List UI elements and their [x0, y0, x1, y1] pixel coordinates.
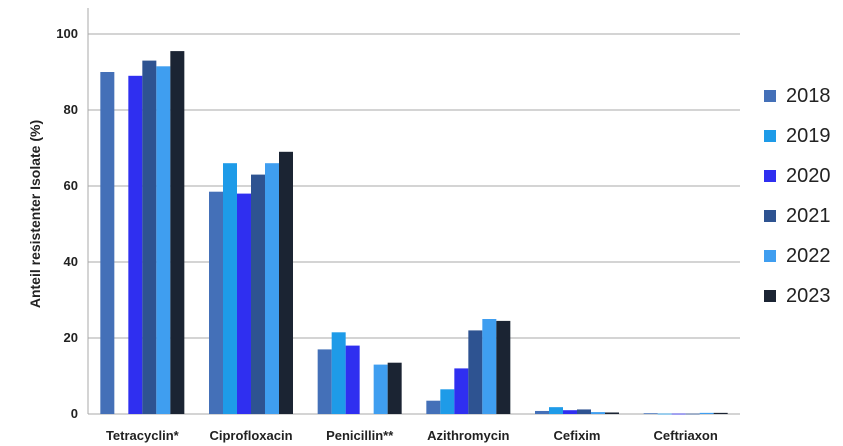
bar-2019-3 — [440, 389, 455, 414]
bar-2019-2 — [331, 332, 346, 414]
bar-2021-1 — [251, 174, 265, 414]
legend-swatch — [764, 290, 776, 302]
bar-2018-2 — [317, 349, 332, 414]
bar-2022-1 — [265, 163, 279, 414]
legend-swatch — [764, 130, 776, 142]
x-category-label: Cefixim — [554, 428, 601, 443]
bar-2018-0 — [100, 72, 115, 414]
y-tick-label: 40 — [64, 254, 78, 269]
y-tick-label: 0 — [71, 406, 78, 421]
bar-2023-1 — [279, 151, 293, 415]
bar-2020-0 — [128, 75, 143, 415]
legend-label: 2018 — [786, 85, 831, 107]
legend-swatch — [764, 90, 776, 102]
bar-2020-1 — [237, 193, 251, 414]
bars — [100, 51, 728, 415]
legend-label: 2021 — [786, 205, 831, 227]
y-tick-label: 60 — [64, 178, 78, 193]
bar-2020-3 — [454, 368, 469, 414]
bar-2022-3 — [482, 319, 497, 414]
y-tick-label: 20 — [64, 330, 78, 345]
legend-label: 2023 — [786, 285, 831, 307]
legend: 2018 2019 2020 2021 2022 2023 — [764, 85, 831, 307]
legend-swatch — [764, 170, 776, 182]
legend-swatch — [764, 210, 776, 222]
bar-2023-0 — [170, 51, 185, 414]
bar-2020-2 — [345, 345, 360, 414]
bar-2019-1 — [223, 163, 237, 414]
x-category-label: Tetracyclin* — [106, 428, 180, 443]
x-category-label: Ciprofloxacin — [209, 428, 292, 443]
x-category-label: Azithromycin — [427, 428, 509, 443]
bar-2022-2 — [373, 364, 388, 414]
bar-2021-3 — [468, 330, 483, 414]
legend-label: 2019 — [786, 125, 831, 147]
x-category-label: Ceftriaxon — [654, 428, 718, 443]
bar-2020-4 — [563, 410, 577, 414]
y-tick-label: 80 — [64, 102, 78, 117]
bar-2021-0 — [142, 60, 157, 414]
bar-2018-5 — [643, 413, 658, 415]
bar-2020-5 — [671, 413, 686, 415]
y-axis-ticks: 0 20 40 60 80 100 — [56, 26, 78, 421]
bar-2021-4 — [577, 409, 591, 414]
legend-label: 2022 — [786, 245, 831, 267]
bar-2022-0 — [156, 66, 171, 415]
x-category-label: Penicillin** — [326, 428, 394, 443]
bar-2022-4 — [591, 412, 605, 414]
bar-2018-3 — [426, 400, 441, 414]
bar-2018-4 — [535, 410, 549, 414]
bar-2019-5 — [657, 413, 672, 415]
x-axis-categories: Tetracyclin* Ciprofloxacin Penicillin** Azi… — [106, 428, 718, 443]
bar-2019-4 — [549, 407, 563, 414]
bar-2023-3 — [496, 320, 511, 414]
bar-2023-5 — [713, 412, 728, 414]
bar-2022-5 — [699, 412, 714, 414]
bar-2018-1 — [209, 191, 223, 414]
legend-swatch — [764, 250, 776, 262]
bar-2023-4 — [605, 412, 619, 414]
bar-2023-2 — [387, 362, 402, 414]
legend-label: 2020 — [786, 165, 831, 187]
y-axis-label: Anteil resistenter Isolate (%) — [27, 120, 43, 308]
y-tick-label: 100 — [56, 26, 78, 41]
bar-2021-5 — [685, 413, 700, 415]
gridlines — [87, 8, 740, 415]
